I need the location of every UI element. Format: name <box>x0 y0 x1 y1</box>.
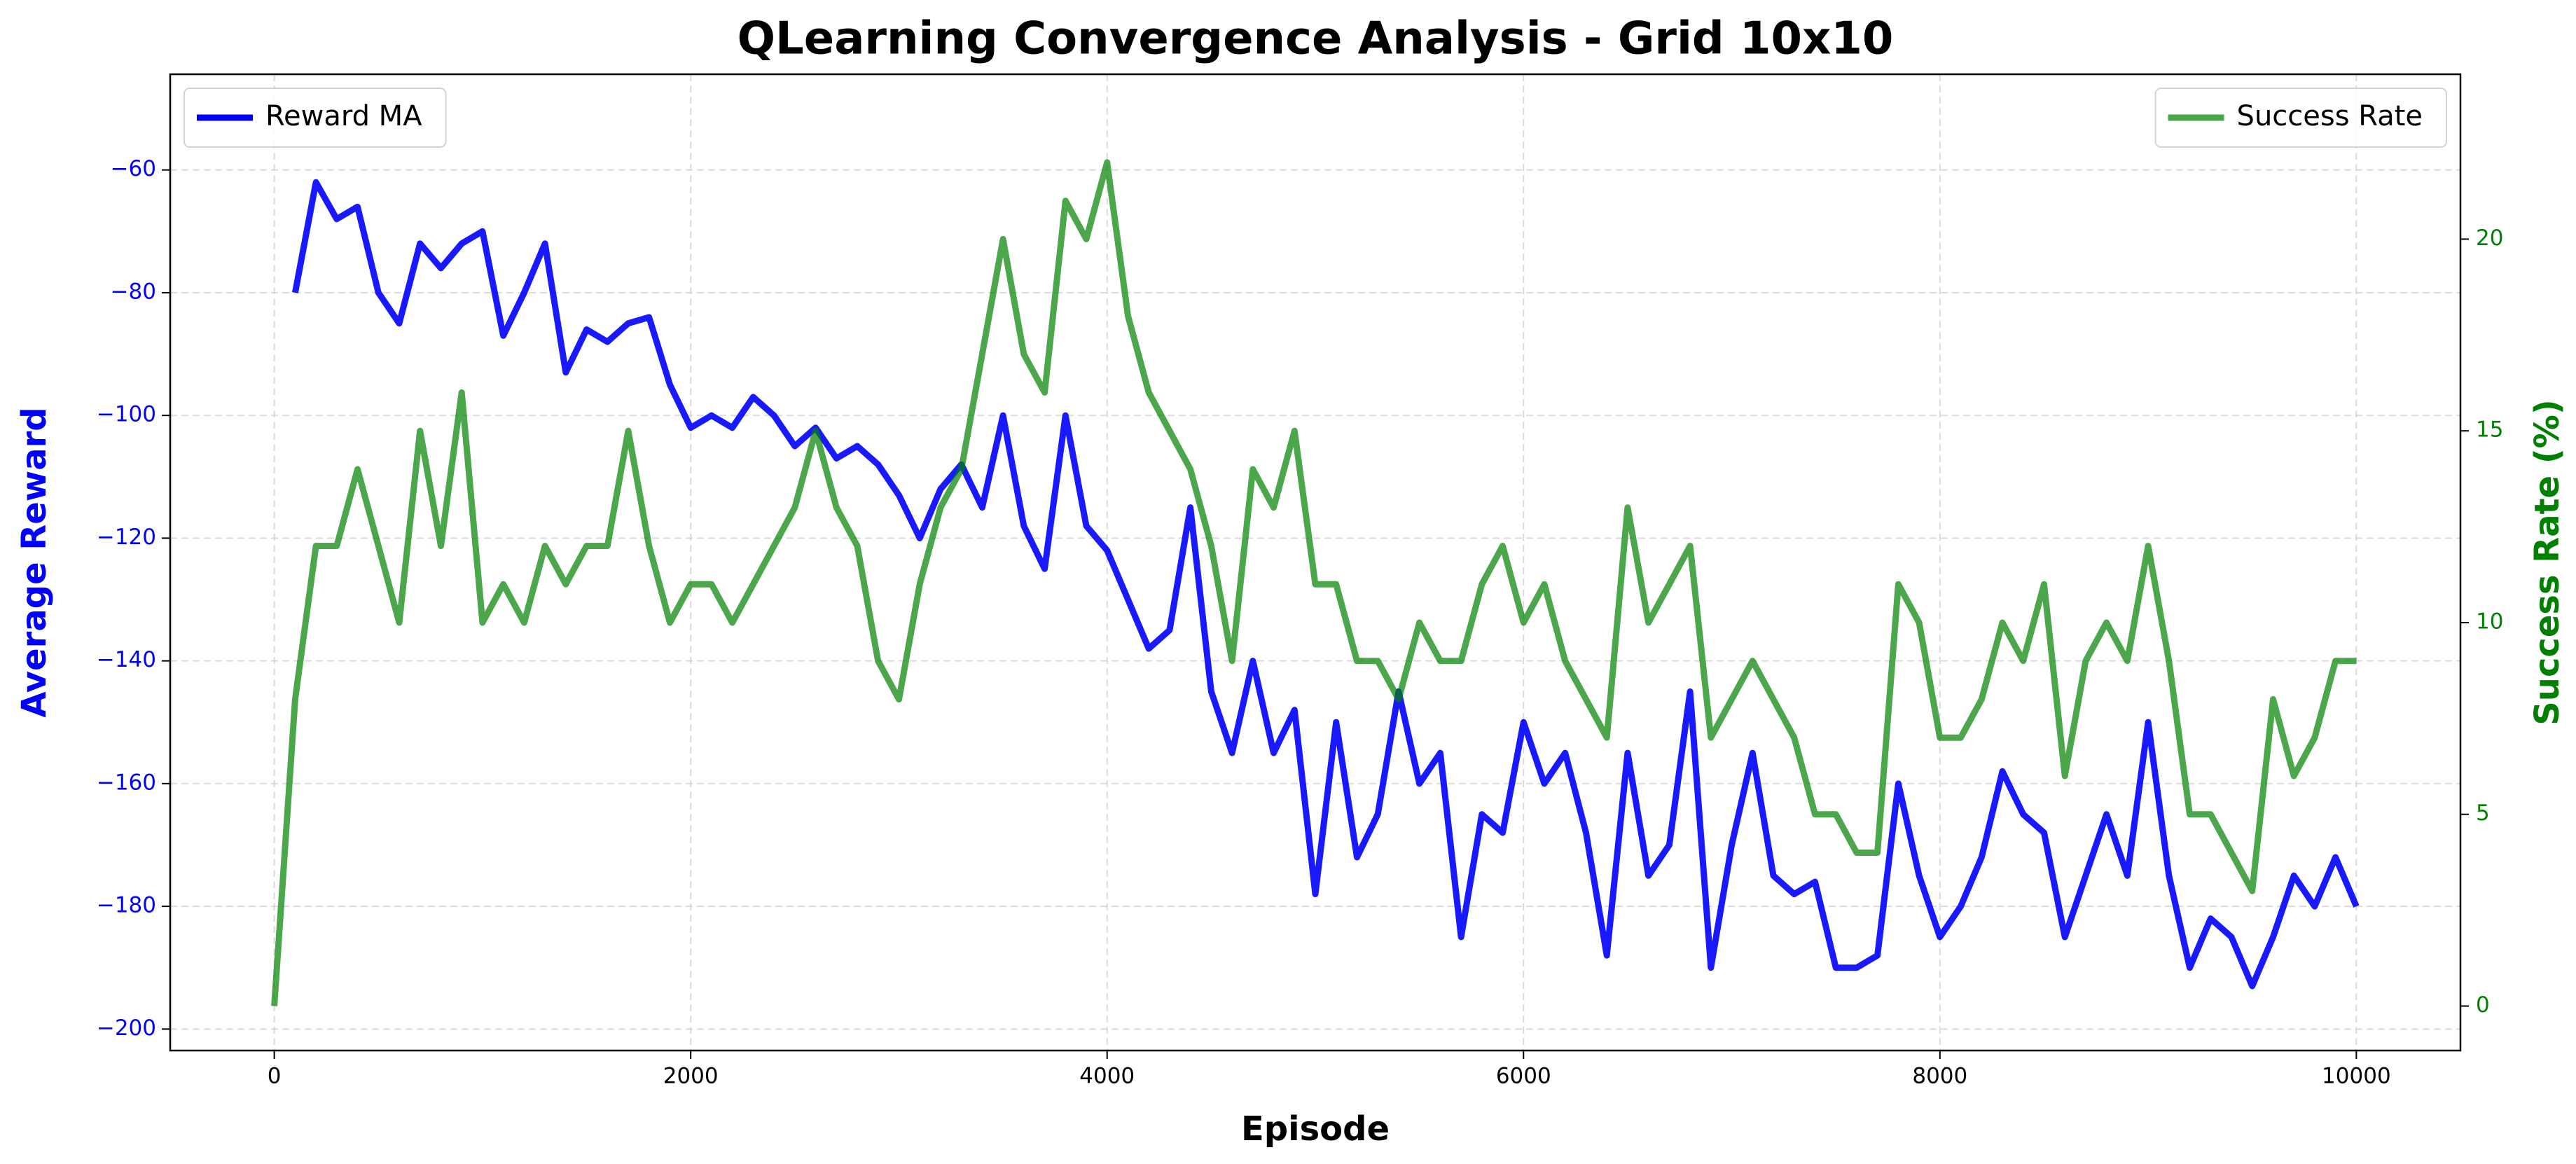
x-tick-label: 2000 <box>663 1064 719 1089</box>
legend-box <box>183 88 447 148</box>
plot-frame <box>169 73 2462 1052</box>
x-axis-label: Episode <box>1241 1109 1390 1149</box>
y2-tick-label: 10 <box>2476 609 2503 634</box>
chart-title: QLearning Convergence Analysis - Grid 10… <box>738 13 1894 65</box>
y2-tick-label: 20 <box>2476 226 2503 251</box>
y2-tick-label: 15 <box>2476 417 2503 443</box>
x-tick-label: 6000 <box>1496 1064 1551 1089</box>
x-tick-label: 8000 <box>1912 1064 1967 1089</box>
y-axis-label: Average Reward <box>15 407 54 717</box>
legend: Reward MA <box>183 88 447 148</box>
x-tick-label: 10000 <box>2322 1064 2391 1089</box>
y-tick-label: −60 <box>111 156 156 181</box>
y-tick-label: −80 <box>111 279 156 304</box>
series-line <box>271 159 2357 1006</box>
x-tick-label: 4000 <box>1079 1064 1135 1089</box>
legend-label: Success Rate <box>2237 100 2423 132</box>
y-tick-label: −200 <box>97 1016 156 1041</box>
y2-tick-label: 5 <box>2476 801 2490 826</box>
y2-axis-label: Success Rate (%) <box>2528 399 2567 726</box>
series-line <box>291 179 2360 990</box>
y-tick-label: −160 <box>97 770 156 795</box>
y-tick-label: −100 <box>97 402 156 427</box>
legend-label: Reward MA <box>265 100 422 132</box>
y2-tick-label: 0 <box>2476 992 2490 1018</box>
y-tick-label: −180 <box>97 893 156 918</box>
legend: Success Rate <box>2154 88 2447 148</box>
y-tick-label: −140 <box>97 647 156 672</box>
x-tick-label: 0 <box>268 1064 282 1089</box>
y-tick-label: −120 <box>97 525 156 550</box>
legend-box <box>2154 88 2447 148</box>
